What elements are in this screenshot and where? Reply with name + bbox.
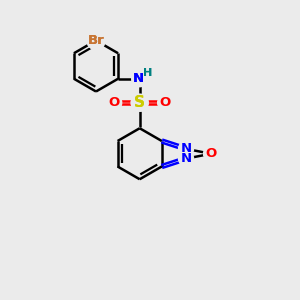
Text: Br: Br xyxy=(88,34,104,47)
Text: N: N xyxy=(181,142,192,155)
Text: H: H xyxy=(143,68,153,78)
Circle shape xyxy=(107,95,122,110)
Text: S: S xyxy=(134,95,145,110)
Text: S: S xyxy=(134,95,145,110)
Text: N: N xyxy=(133,72,144,85)
Circle shape xyxy=(158,95,173,110)
Circle shape xyxy=(87,32,105,50)
Circle shape xyxy=(131,94,148,111)
Text: H: H xyxy=(143,68,153,78)
Text: N: N xyxy=(181,152,192,165)
Text: N: N xyxy=(133,72,144,85)
Text: O: O xyxy=(206,147,217,160)
Circle shape xyxy=(87,32,105,50)
Circle shape xyxy=(132,71,148,86)
Text: Br: Br xyxy=(88,34,104,47)
Circle shape xyxy=(203,146,218,161)
Text: O: O xyxy=(109,96,120,109)
Circle shape xyxy=(178,141,194,156)
Circle shape xyxy=(178,151,194,166)
Circle shape xyxy=(132,71,148,86)
Text: O: O xyxy=(160,96,171,109)
Circle shape xyxy=(131,94,148,111)
